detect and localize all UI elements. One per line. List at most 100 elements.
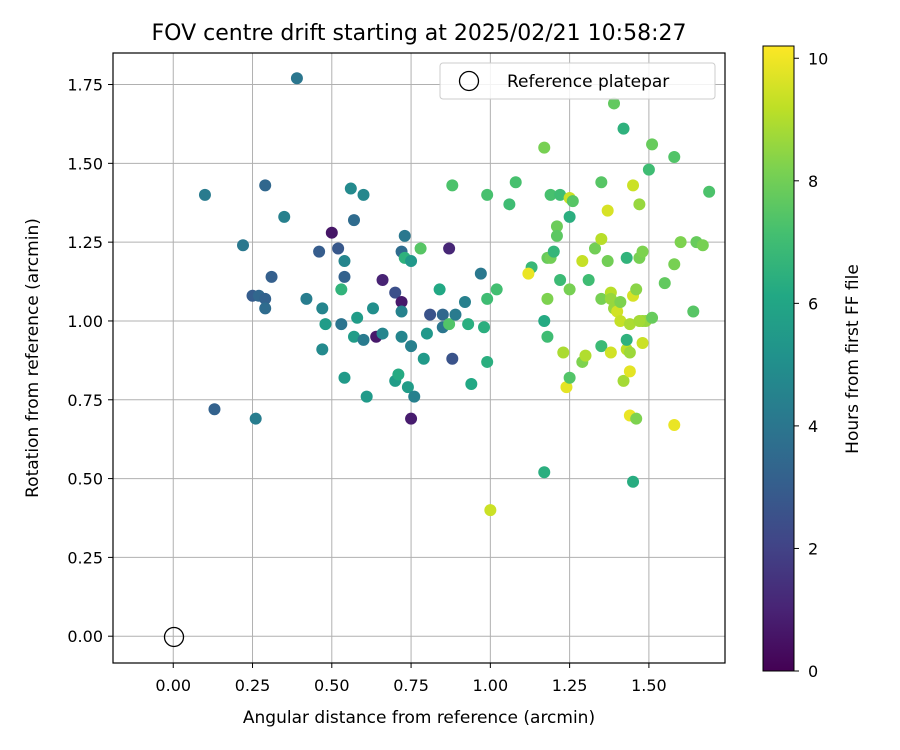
data-point — [538, 466, 551, 479]
data-point — [509, 176, 522, 189]
data-point — [265, 270, 278, 283]
colorbar-tick-label: 0 — [808, 662, 818, 681]
data-point — [538, 141, 551, 154]
data-point — [595, 340, 608, 353]
colorbar-gradient — [762, 45, 795, 672]
data-point — [300, 292, 313, 305]
data-point — [367, 302, 380, 315]
plot-frame — [112, 52, 726, 664]
data-point — [627, 475, 640, 488]
data-point — [398, 229, 411, 242]
data-point — [563, 371, 576, 384]
y-tick-label: 0.00 — [67, 627, 103, 646]
data-point — [347, 330, 360, 343]
data-point — [646, 311, 659, 324]
data-point — [478, 321, 491, 334]
data-point — [604, 346, 617, 359]
data-point — [424, 308, 437, 321]
data-point — [335, 318, 348, 331]
data-point — [313, 245, 326, 258]
data-point — [538, 314, 551, 327]
colorbar-tick-label: 6 — [808, 294, 818, 313]
x-tick-label: 1.50 — [631, 676, 667, 695]
data-point — [405, 412, 418, 425]
data-point — [335, 283, 348, 296]
data-point — [433, 283, 446, 296]
data-point — [554, 188, 567, 201]
data-point — [646, 138, 659, 151]
data-point — [395, 305, 408, 318]
data-point — [237, 239, 250, 252]
data-point — [417, 352, 430, 365]
data-point — [595, 232, 608, 245]
data-point — [668, 151, 681, 164]
data-point — [332, 242, 345, 255]
colorbar-tick-label: 10 — [808, 49, 828, 68]
data-point — [198, 188, 211, 201]
legend-marker — [458, 70, 480, 92]
data-point — [436, 308, 449, 321]
x-tick-label: 0.50 — [314, 676, 350, 695]
data-point — [566, 195, 579, 208]
colorbar-tick-label: 8 — [808, 172, 818, 191]
data-point — [614, 314, 627, 327]
data-point — [338, 255, 351, 268]
colorbar-tick-label: 2 — [808, 539, 818, 558]
data-point — [674, 236, 687, 249]
data-point — [595, 292, 608, 305]
data-point — [636, 337, 649, 350]
data-point — [550, 229, 563, 242]
data-point — [563, 210, 576, 223]
data-point — [544, 188, 557, 201]
data-point — [376, 327, 389, 340]
data-point — [576, 255, 589, 268]
reference-point-marker — [163, 626, 185, 648]
colorbar-tick-label: 4 — [808, 417, 818, 436]
data-point — [642, 163, 655, 176]
data-point — [633, 314, 646, 327]
data-point — [588, 242, 601, 255]
x-tick-label: 0.75 — [393, 676, 429, 695]
data-point — [579, 349, 592, 362]
data-point — [687, 305, 700, 318]
data-point — [278, 210, 291, 223]
data-point — [344, 182, 357, 195]
y-axis: 0.00 0.25 0.50 0.75 1.00 1.25 1.50 1.75 — [67, 76, 113, 646]
data-point — [465, 378, 478, 391]
colorbar-label: Hours from first FF file — [843, 264, 863, 454]
data-point — [316, 343, 329, 356]
data-point — [389, 286, 402, 299]
x-tick-label: 1.00 — [473, 676, 509, 695]
data-point — [446, 179, 459, 192]
data-point — [443, 242, 456, 255]
data-point — [249, 412, 262, 425]
y-tick-label: 1.00 — [67, 312, 103, 331]
data-point — [582, 273, 595, 286]
data-point — [395, 330, 408, 343]
data-point — [484, 504, 497, 517]
data-point — [627, 179, 640, 192]
data-point — [481, 355, 494, 368]
y-tick-label: 1.75 — [67, 76, 103, 95]
data-point — [617, 122, 630, 135]
x-tick-label: 0.25 — [235, 676, 271, 695]
data-point — [360, 390, 373, 403]
data-point — [347, 214, 360, 227]
data-point — [316, 302, 329, 315]
data-point — [522, 267, 535, 280]
y-tick-label: 0.75 — [67, 391, 103, 410]
data-point — [357, 188, 370, 201]
scatter-points — [198, 72, 716, 517]
data-point — [560, 381, 573, 394]
data-point — [633, 198, 646, 211]
data-point — [601, 204, 614, 217]
data-point — [338, 371, 351, 384]
data-point — [405, 255, 418, 268]
data-point — [446, 352, 459, 365]
data-point — [611, 305, 624, 318]
data-point — [259, 292, 272, 305]
data-point — [357, 333, 370, 346]
data-point — [503, 198, 516, 211]
data-point — [481, 188, 494, 201]
